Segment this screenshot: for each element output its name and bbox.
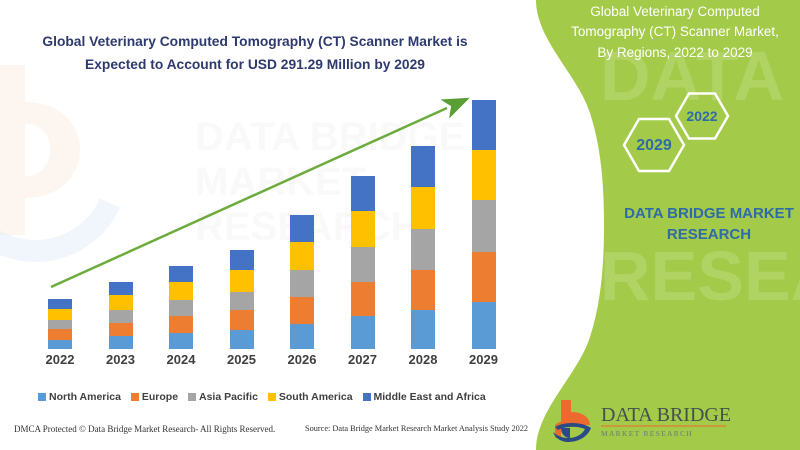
svg-text:RESEARCH: RESEARCH bbox=[600, 237, 800, 315]
svg-text:DATA BRIDGE: DATA BRIDGE bbox=[601, 404, 731, 426]
svg-text:MARKET RESEARCH: MARKET RESEARCH bbox=[601, 429, 693, 438]
svg-text:2022: 2022 bbox=[686, 108, 717, 124]
svg-text:2029: 2029 bbox=[636, 137, 672, 154]
